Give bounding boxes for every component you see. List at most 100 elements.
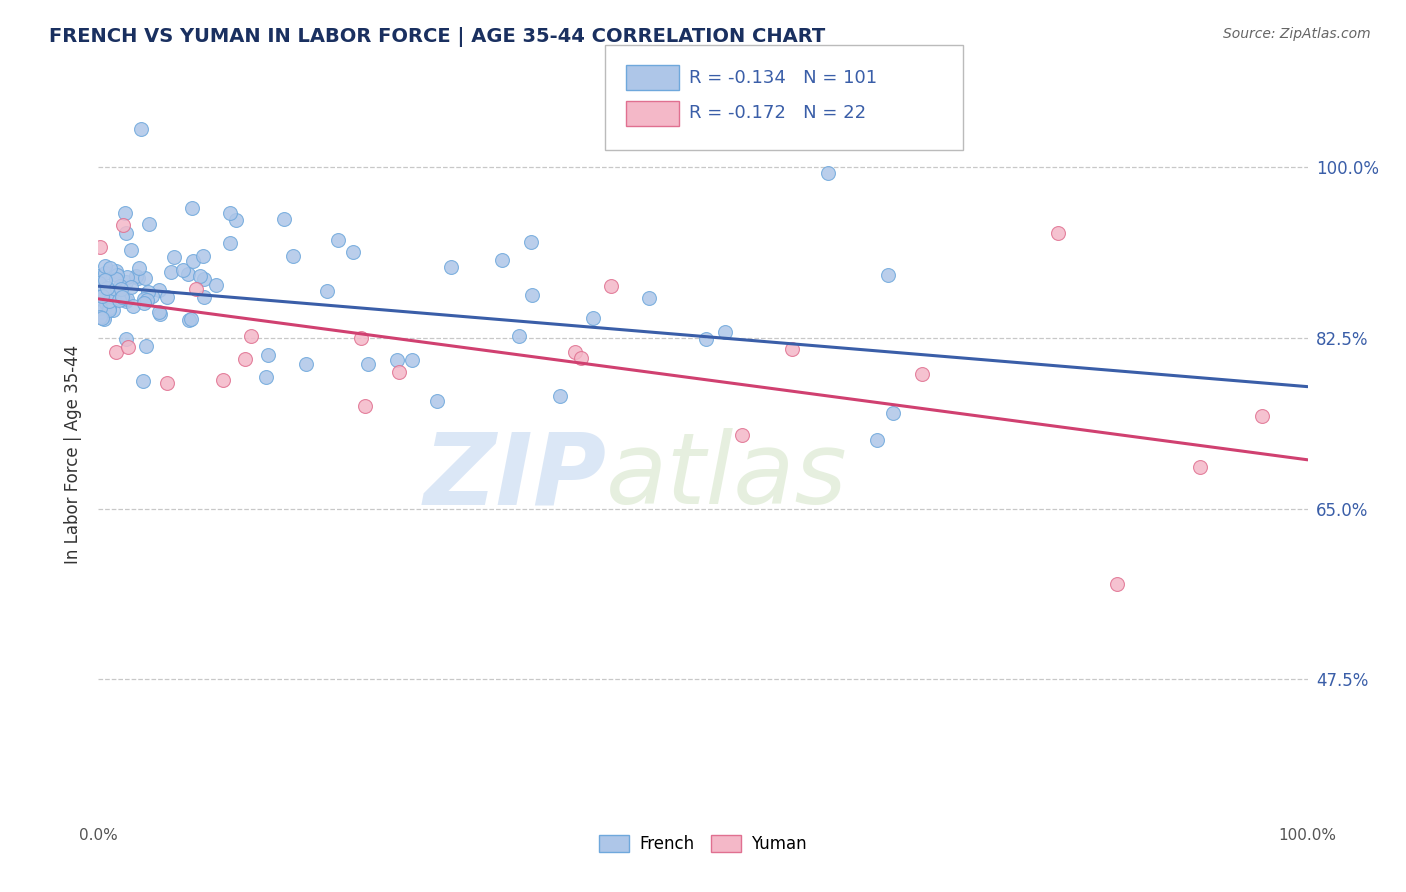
Point: [388, 365, 411, 379]
Point: [177, 267, 200, 281]
Point: [294, 357, 316, 371]
Point: [94, 259, 117, 273]
Point: [233, 351, 256, 366]
Point: [98, 288, 121, 302]
Point: [731, 428, 754, 442]
Point: [211, 373, 233, 387]
Point: [93, 301, 115, 315]
Point: [695, 332, 717, 346]
Point: [148, 283, 170, 297]
Point: [98, 294, 121, 309]
Point: [569, 351, 592, 366]
Point: [155, 290, 177, 304]
Text: Source: ZipAtlas.com: Source: ZipAtlas.com: [1223, 27, 1371, 41]
Point: [342, 244, 364, 259]
Point: [353, 399, 375, 413]
Point: [205, 277, 228, 292]
Point: [89, 305, 111, 319]
Point: [356, 357, 378, 371]
Point: [385, 352, 408, 367]
Point: [93, 286, 115, 301]
Text: FRENCH VS YUMAN IN LABOR FORCE | AGE 35-44 CORRELATION CHART: FRENCH VS YUMAN IN LABOR FORCE | AGE 35-…: [49, 27, 825, 46]
Point: [328, 233, 350, 247]
Point: [104, 272, 127, 286]
Point: [104, 264, 127, 278]
Point: [138, 217, 160, 231]
Point: [114, 206, 136, 220]
Point: [1251, 409, 1274, 423]
Point: [637, 291, 659, 305]
Point: [115, 294, 138, 309]
Point: [188, 269, 211, 284]
Point: [122, 299, 145, 313]
Point: [193, 272, 215, 286]
Point: [550, 389, 572, 403]
Point: [115, 270, 138, 285]
Point: [127, 271, 149, 285]
Point: [134, 296, 156, 310]
Point: [181, 201, 204, 215]
Text: R = -0.134   N = 101: R = -0.134 N = 101: [689, 69, 877, 87]
Point: [508, 329, 530, 343]
Point: [134, 271, 156, 285]
Point: [350, 331, 373, 345]
Point: [129, 121, 152, 136]
Point: [817, 167, 839, 181]
Point: [98, 260, 121, 275]
Point: [1188, 459, 1211, 474]
Point: [120, 243, 142, 257]
Point: [156, 376, 179, 391]
Point: [93, 266, 115, 280]
Point: [89, 240, 111, 254]
Point: [110, 279, 132, 293]
Point: [110, 282, 132, 296]
Point: [105, 268, 128, 282]
Point: [225, 213, 247, 227]
Point: [520, 288, 543, 302]
Point: [115, 275, 138, 289]
Point: [101, 286, 124, 301]
Legend: French, Yuman: French, Yuman: [592, 829, 814, 860]
Point: [91, 289, 114, 303]
Point: [179, 313, 201, 327]
Point: [219, 236, 242, 251]
Point: [172, 262, 194, 277]
Point: [115, 332, 138, 346]
Point: [93, 273, 115, 287]
Point: [401, 352, 423, 367]
Point: [90, 311, 112, 326]
Point: [162, 250, 184, 264]
Text: atlas: atlas: [606, 428, 848, 525]
Point: [780, 342, 803, 356]
Point: [219, 206, 242, 220]
Point: [882, 406, 904, 420]
Point: [97, 301, 120, 315]
Point: [1046, 226, 1069, 240]
Point: [599, 278, 621, 293]
Text: R = -0.172   N = 22: R = -0.172 N = 22: [689, 104, 866, 122]
Point: [564, 344, 586, 359]
Point: [93, 311, 115, 326]
Point: [138, 285, 160, 299]
Point: [91, 280, 114, 294]
Point: [257, 348, 280, 362]
Point: [135, 339, 157, 353]
Point: [911, 367, 934, 381]
Point: [89, 310, 111, 324]
Point: [101, 302, 124, 317]
Point: [491, 253, 513, 268]
Point: [281, 249, 304, 263]
Point: [96, 280, 118, 294]
Point: [180, 311, 202, 326]
Point: [440, 260, 463, 274]
Point: [273, 212, 295, 227]
Point: [105, 345, 128, 359]
Point: [115, 292, 138, 306]
Point: [193, 289, 215, 303]
Point: [877, 268, 900, 282]
Point: [89, 277, 111, 291]
Point: [93, 309, 115, 323]
Point: [136, 293, 159, 308]
Point: [111, 218, 134, 232]
Point: [128, 260, 150, 275]
